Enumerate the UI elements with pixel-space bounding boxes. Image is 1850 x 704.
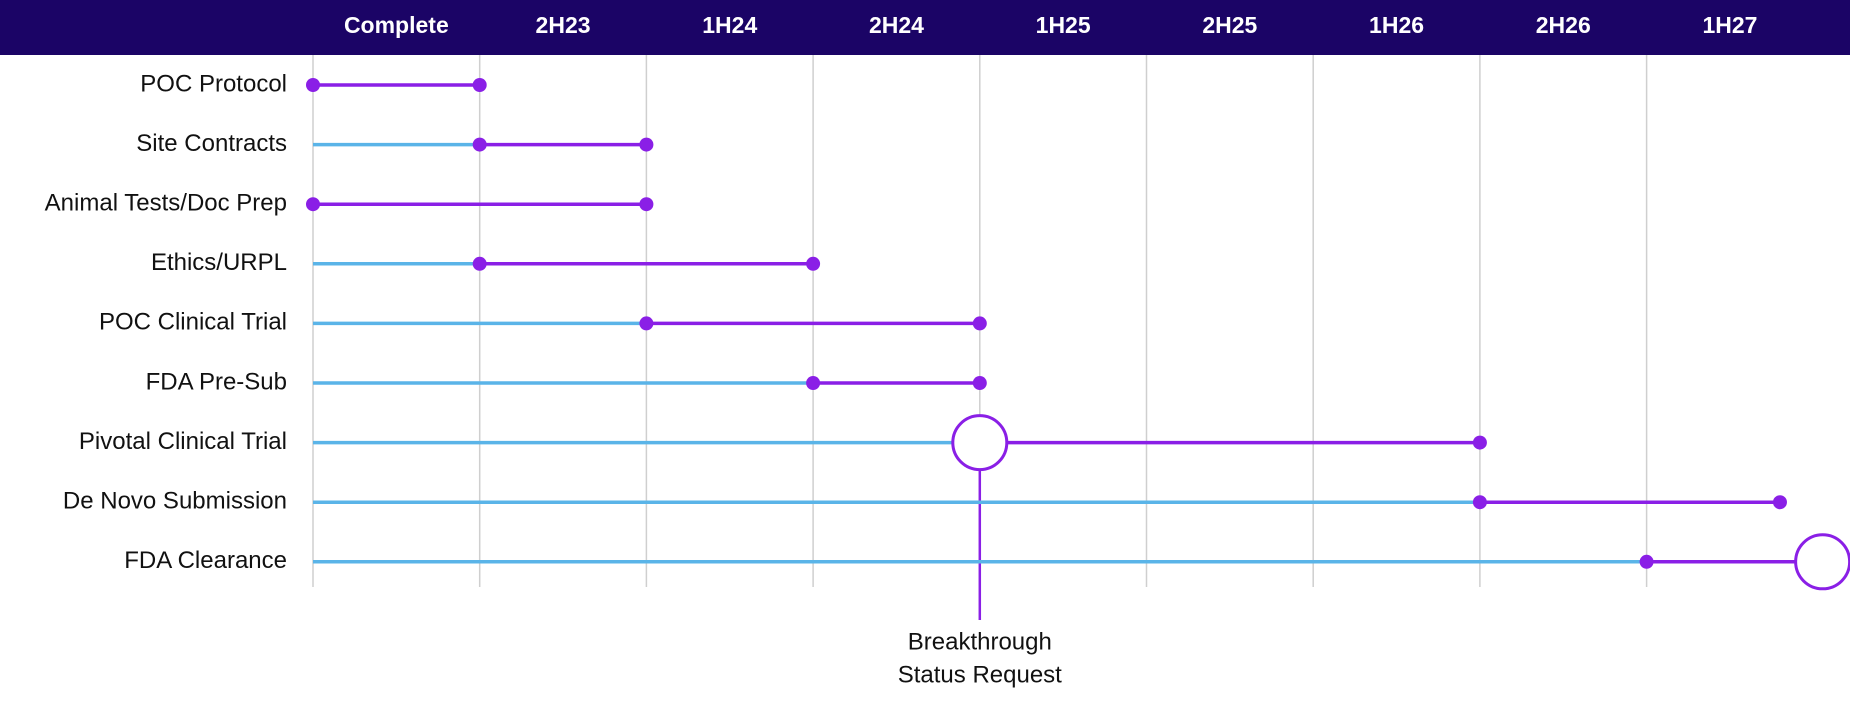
task-dot xyxy=(806,376,821,390)
task-label: POC Clinical Trial xyxy=(99,309,287,336)
annotation-text: Status Request xyxy=(898,661,1062,688)
milestone xyxy=(951,414,1009,472)
task-label: FDA Pre-Sub xyxy=(146,368,287,395)
header-bar xyxy=(0,0,1850,55)
task-dot xyxy=(472,137,487,152)
task-dot xyxy=(972,376,987,390)
column-header: 2H23 xyxy=(536,12,591,38)
column-header: 2H26 xyxy=(1536,12,1591,38)
column-header: 2H24 xyxy=(869,12,924,38)
column-header: 1H24 xyxy=(702,12,757,38)
task-dot xyxy=(472,256,487,271)
task-label: Ethics/URPL xyxy=(151,249,287,276)
task-dot xyxy=(472,78,487,92)
task-label: FDA Clearance xyxy=(124,547,287,574)
task-label: Site Contracts xyxy=(136,130,287,157)
column-header: 2H25 xyxy=(1202,12,1257,38)
task-dot xyxy=(1472,495,1487,510)
column-header: 1H25 xyxy=(1036,12,1091,38)
task-dot xyxy=(306,78,320,92)
task-dot xyxy=(972,316,987,331)
column-header: 1H26 xyxy=(1369,12,1424,38)
milestone xyxy=(1794,533,1850,591)
task-dot xyxy=(639,137,654,152)
task-dot xyxy=(1472,435,1487,450)
task-label: De Novo Submission xyxy=(63,488,287,515)
column-header: 1H27 xyxy=(1702,12,1757,38)
task-dot xyxy=(1772,495,1787,510)
annotation-text: Breakthrough xyxy=(908,628,1052,655)
column-header: Complete xyxy=(344,12,449,38)
task-dot xyxy=(639,197,654,212)
task-dot xyxy=(806,256,821,271)
task-label: POC Protocol xyxy=(140,70,287,97)
task-label: Pivotal Clinical Trial xyxy=(79,428,287,455)
task-dot xyxy=(639,316,654,331)
task-dot xyxy=(306,197,320,212)
task-dot xyxy=(1639,554,1654,569)
task-label: Animal Tests/Doc Prep xyxy=(45,190,287,217)
